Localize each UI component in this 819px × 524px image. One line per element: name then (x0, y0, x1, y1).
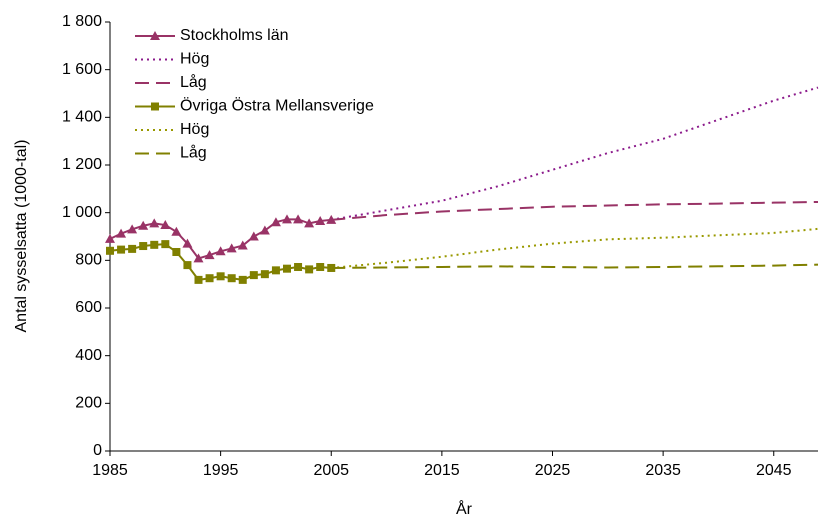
marker (294, 263, 303, 272)
marker (138, 220, 149, 230)
y-tick-label: 0 (93, 442, 102, 459)
legend-label: Låg (180, 144, 207, 162)
marker (182, 238, 193, 248)
x-tick-label: 2015 (424, 462, 460, 479)
marker (238, 275, 247, 284)
marker (161, 240, 170, 249)
y-axis-label: Antal sysselsatta (1000-tal) (13, 140, 30, 333)
marker (193, 253, 204, 263)
series-line (331, 86, 819, 221)
x-axis-label: År (456, 499, 473, 518)
marker (216, 272, 225, 281)
x-tick-label: 1995 (203, 462, 239, 479)
marker (128, 244, 137, 253)
marker (293, 214, 304, 224)
marker (249, 271, 258, 280)
y-tick-label: 1 800 (62, 13, 102, 30)
x-tick-label: 2035 (645, 462, 681, 479)
y-tick-label: 1 000 (62, 204, 102, 221)
marker (304, 218, 315, 228)
y-tick-label: 600 (75, 299, 102, 316)
marker (139, 242, 148, 251)
marker (248, 231, 259, 241)
marker (194, 275, 203, 284)
x-tick-label: 1985 (92, 462, 128, 479)
marker (171, 226, 182, 236)
marker (226, 243, 237, 253)
marker (204, 250, 215, 260)
x-tick-label: 2025 (535, 462, 571, 479)
y-tick-label: 800 (75, 252, 102, 269)
x-tick-label: 2045 (756, 462, 792, 479)
y-tick-label: 400 (75, 347, 102, 364)
marker (151, 102, 159, 111)
marker (270, 217, 281, 227)
legend-label: Hög (180, 121, 209, 138)
y-tick-label: 1 400 (62, 109, 102, 126)
legend-label: Övriga Östra Mellansverige (180, 97, 374, 115)
marker (116, 228, 127, 238)
marker (283, 264, 291, 273)
y-tick-label: 1 600 (62, 61, 102, 78)
marker (271, 266, 280, 275)
marker (127, 224, 138, 234)
y-tick-label: 200 (75, 395, 102, 412)
marker (172, 247, 181, 256)
marker (260, 270, 269, 279)
marker (117, 245, 126, 254)
marker (106, 246, 114, 255)
x-tick-label: 2005 (313, 462, 349, 479)
marker (150, 240, 159, 249)
marker (259, 225, 270, 235)
y-tick-label: 1 200 (62, 156, 102, 173)
series-line (331, 200, 819, 221)
marker (215, 246, 226, 256)
marker (315, 216, 326, 226)
marker (183, 261, 192, 270)
marker (316, 263, 325, 272)
marker (237, 240, 248, 250)
series-line (331, 263, 819, 269)
legend-label: Stockholms län (180, 27, 289, 44)
marker (205, 274, 214, 283)
marker (282, 214, 292, 224)
legend-label: Hög (180, 51, 209, 68)
marker (227, 274, 236, 283)
marker (150, 31, 160, 40)
marker (160, 220, 171, 230)
series-line (331, 227, 819, 269)
marker (105, 233, 115, 243)
marker (149, 218, 160, 228)
marker (305, 265, 314, 274)
legend-label: Låg (180, 73, 207, 91)
